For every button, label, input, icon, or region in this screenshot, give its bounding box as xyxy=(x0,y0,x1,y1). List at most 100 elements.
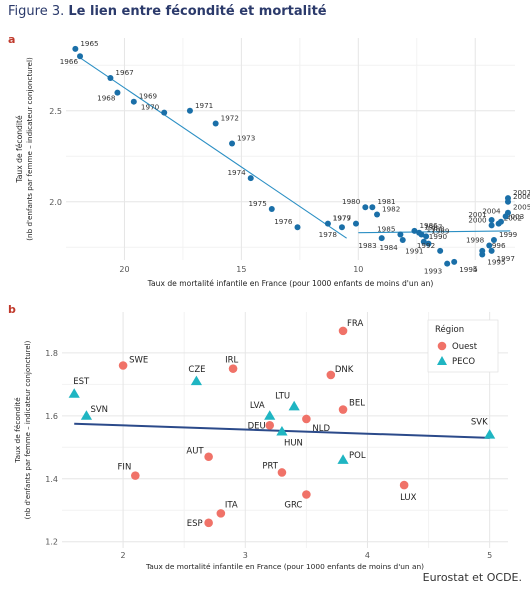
point-label: ESP xyxy=(187,519,203,529)
data-point xyxy=(444,260,451,267)
point-label: LUX xyxy=(400,493,417,503)
point-label: 1985 xyxy=(377,225,395,234)
point-label: ITA xyxy=(225,500,238,510)
data-point xyxy=(411,227,418,234)
point-label: 1988 xyxy=(426,225,445,234)
point-label: 2007 xyxy=(513,188,530,197)
data-point xyxy=(352,220,359,227)
data-point xyxy=(497,218,504,225)
data-point-ouest xyxy=(302,414,311,424)
data-point xyxy=(423,233,430,240)
point-label: GRC xyxy=(284,501,302,511)
data-point-peco xyxy=(190,375,203,386)
point-label: 1967 xyxy=(115,68,133,77)
y-axis-sublabel: (nb d'enfants par femme – indicateur con… xyxy=(25,57,34,241)
x-tick-label: 5 xyxy=(487,551,492,560)
y-axis-label: Taux de fécondité xyxy=(15,115,24,184)
data-point-ouest xyxy=(399,480,409,490)
data-point xyxy=(451,258,458,265)
point-label: 1979 xyxy=(333,214,352,223)
point-label: 2002 xyxy=(504,214,522,223)
data-point xyxy=(130,98,137,105)
point-label: 2006 xyxy=(513,192,530,201)
legend-label: Ouest xyxy=(452,342,478,352)
point-label: 1971 xyxy=(195,101,213,110)
legend-title: Région xyxy=(435,324,464,335)
point-label: 1996 xyxy=(487,241,506,250)
point-label: 1999 xyxy=(499,230,518,239)
legend-marker xyxy=(437,341,447,351)
point-label: 1972 xyxy=(221,114,239,123)
data-point xyxy=(504,209,511,216)
data-point-ouest xyxy=(228,364,238,373)
figure-title-text: Le lien entre fécondité et mortalité xyxy=(68,4,327,19)
point-label: 1973 xyxy=(237,134,255,143)
data-point xyxy=(488,247,495,254)
point-label: 1986 xyxy=(419,221,438,230)
data-point xyxy=(490,236,497,243)
point-label: POL xyxy=(349,451,366,461)
point-label: AUT xyxy=(186,447,204,457)
point-label: 1965 xyxy=(80,39,98,48)
point-label: 1997 xyxy=(497,254,515,263)
point-label: 1970 xyxy=(141,103,160,112)
data-point-peco xyxy=(484,429,496,439)
panel-b-letter: b xyxy=(8,303,16,316)
legend-label: PECO xyxy=(452,357,475,367)
data-point xyxy=(504,195,511,202)
point-label: 2001 xyxy=(468,210,486,219)
point-label: FIN xyxy=(118,463,132,473)
data-point xyxy=(362,204,369,211)
data-point xyxy=(418,231,425,238)
x-tick-label: 20 xyxy=(119,265,129,274)
point-label: HUN xyxy=(284,439,303,449)
data-point-ouest xyxy=(338,326,348,336)
data-point-ouest xyxy=(302,490,311,499)
data-point-peco xyxy=(80,410,93,420)
data-point-ouest xyxy=(216,509,226,518)
data-point-peco xyxy=(337,454,349,464)
data-point xyxy=(212,120,219,127)
point-label: 1984 xyxy=(379,243,398,252)
data-point xyxy=(294,224,301,231)
point-label: DEU xyxy=(248,421,266,431)
y-axis-label: Taux de fécondité xyxy=(13,397,22,464)
figure-title: Figure 3. Le lien entre fécondité et mor… xyxy=(8,4,327,19)
x-tick-label: 15 xyxy=(236,265,246,274)
chart-b: 2 3 4 5 1.2 1.4 1.6 1.8 FRA SWE IRL DNK BEL NLD DEU AUT… xyxy=(13,312,508,571)
point-label: 1989 xyxy=(431,226,450,235)
y-tick-label: 2.0 xyxy=(49,198,62,207)
point-label: CZE xyxy=(188,365,205,375)
legend-marker xyxy=(437,356,447,365)
data-point xyxy=(420,238,427,245)
point-label: BEL xyxy=(349,399,365,409)
point-label: IRL xyxy=(225,356,238,366)
x-tick-label: 5 xyxy=(473,265,478,274)
data-point xyxy=(114,89,121,96)
data-point xyxy=(72,45,79,52)
point-label: 1991 xyxy=(405,247,423,256)
y-tick-label: 1.4 xyxy=(45,475,58,484)
data-point xyxy=(378,235,385,242)
x-tick-label: 10 xyxy=(353,265,363,274)
point-label: 1992 xyxy=(417,241,435,250)
point-label: 2005 xyxy=(513,203,530,212)
point-label: 1968 xyxy=(97,94,116,103)
data-point xyxy=(247,175,254,182)
figure-prefix: Figure 3. xyxy=(8,4,65,19)
point-label: 1983 xyxy=(358,241,376,250)
x-tick-label: 3 xyxy=(243,551,248,560)
data-point-peco xyxy=(276,425,288,436)
point-label: 1994 xyxy=(459,265,478,274)
data-point xyxy=(186,107,193,114)
data-point xyxy=(268,206,275,213)
trend-line xyxy=(77,55,347,239)
x-axis-label: Taux de mortalité infantile en France (p… xyxy=(147,279,434,288)
point-label: 1987 xyxy=(424,223,442,232)
point-label: 1974 xyxy=(227,168,246,177)
data-point xyxy=(374,211,381,218)
data-point xyxy=(369,204,376,211)
y-tick-label: 1.8 xyxy=(45,349,58,358)
point-label: 1993 xyxy=(424,267,442,276)
point-label: FRA xyxy=(347,319,363,329)
